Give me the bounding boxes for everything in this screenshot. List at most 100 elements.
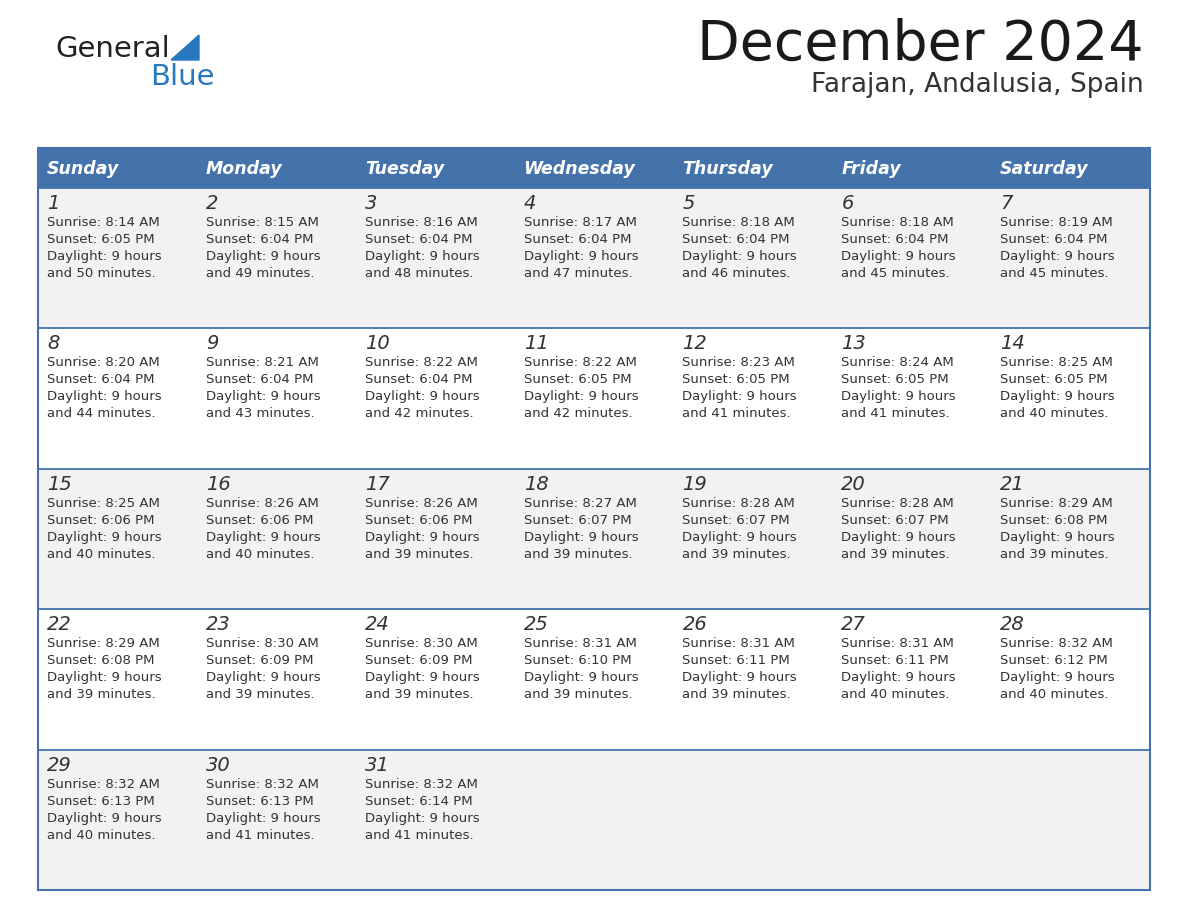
Bar: [197, 610, 355, 750]
Text: Sunset: 6:06 PM: Sunset: 6:06 PM: [206, 514, 314, 527]
Text: Sunset: 6:08 PM: Sunset: 6:08 PM: [48, 655, 154, 667]
Text: and 40 minutes.: and 40 minutes.: [1000, 408, 1108, 420]
Bar: [38, 610, 197, 750]
Text: Sunrise: 8:23 AM: Sunrise: 8:23 AM: [682, 356, 795, 369]
Text: and 39 minutes.: and 39 minutes.: [365, 548, 473, 561]
Text: 9: 9: [206, 334, 219, 353]
Bar: [833, 610, 991, 750]
Text: Daylight: 9 hours: Daylight: 9 hours: [841, 250, 956, 263]
Text: Sunset: 6:05 PM: Sunset: 6:05 PM: [48, 233, 154, 246]
Text: 31: 31: [365, 756, 390, 775]
Bar: [833, 469, 991, 610]
Bar: [38, 148, 1150, 890]
Text: Blue: Blue: [150, 63, 215, 91]
Text: Sunset: 6:08 PM: Sunset: 6:08 PM: [1000, 514, 1107, 527]
Text: Sunset: 6:04 PM: Sunset: 6:04 PM: [206, 374, 314, 386]
Bar: [514, 148, 674, 188]
Text: and 39 minutes.: and 39 minutes.: [206, 688, 315, 701]
Text: Daylight: 9 hours: Daylight: 9 hours: [841, 390, 956, 403]
Text: Daylight: 9 hours: Daylight: 9 hours: [48, 671, 162, 684]
Bar: [197, 329, 355, 469]
Text: and 41 minutes.: and 41 minutes.: [682, 408, 791, 420]
Text: Daylight: 9 hours: Daylight: 9 hours: [524, 531, 638, 543]
Text: Daylight: 9 hours: Daylight: 9 hours: [524, 250, 638, 263]
Text: Daylight: 9 hours: Daylight: 9 hours: [1000, 671, 1114, 684]
Text: Sunset: 6:13 PM: Sunset: 6:13 PM: [48, 795, 154, 808]
Text: Sunrise: 8:32 AM: Sunrise: 8:32 AM: [1000, 637, 1113, 650]
Bar: [991, 610, 1150, 750]
Text: 25: 25: [524, 615, 549, 634]
Bar: [355, 610, 514, 750]
Text: Sunrise: 8:18 AM: Sunrise: 8:18 AM: [682, 216, 795, 229]
Text: and 40 minutes.: and 40 minutes.: [1000, 688, 1108, 701]
Text: 15: 15: [48, 475, 71, 494]
Text: Sunrise: 8:14 AM: Sunrise: 8:14 AM: [48, 216, 159, 229]
Text: and 49 minutes.: and 49 minutes.: [206, 267, 315, 280]
Text: 27: 27: [841, 615, 866, 634]
Text: Sunset: 6:05 PM: Sunset: 6:05 PM: [524, 374, 631, 386]
Text: Sunrise: 8:21 AM: Sunrise: 8:21 AM: [206, 356, 318, 369]
Bar: [355, 469, 514, 610]
Text: Sunrise: 8:26 AM: Sunrise: 8:26 AM: [365, 497, 478, 509]
Text: 7: 7: [1000, 194, 1012, 213]
Text: Daylight: 9 hours: Daylight: 9 hours: [206, 812, 321, 824]
Text: Sunrise: 8:30 AM: Sunrise: 8:30 AM: [206, 637, 318, 650]
Text: and 40 minutes.: and 40 minutes.: [48, 548, 156, 561]
Bar: [674, 329, 833, 469]
Text: 5: 5: [682, 194, 695, 213]
Text: 21: 21: [1000, 475, 1025, 494]
Bar: [514, 750, 674, 890]
Bar: [833, 188, 991, 329]
Text: Daylight: 9 hours: Daylight: 9 hours: [524, 671, 638, 684]
Text: Daylight: 9 hours: Daylight: 9 hours: [1000, 390, 1114, 403]
Bar: [355, 188, 514, 329]
Bar: [514, 329, 674, 469]
Text: Daylight: 9 hours: Daylight: 9 hours: [48, 531, 162, 543]
Text: Sunset: 6:06 PM: Sunset: 6:06 PM: [48, 514, 154, 527]
Text: Daylight: 9 hours: Daylight: 9 hours: [365, 390, 479, 403]
Text: Daylight: 9 hours: Daylight: 9 hours: [365, 671, 479, 684]
Text: Daylight: 9 hours: Daylight: 9 hours: [841, 531, 956, 543]
Text: Daylight: 9 hours: Daylight: 9 hours: [365, 250, 479, 263]
Text: Sunrise: 8:30 AM: Sunrise: 8:30 AM: [365, 637, 478, 650]
Text: and 44 minutes.: and 44 minutes.: [48, 408, 156, 420]
Bar: [197, 188, 355, 329]
Bar: [197, 469, 355, 610]
Text: Daylight: 9 hours: Daylight: 9 hours: [48, 812, 162, 824]
Bar: [514, 469, 674, 610]
Text: 11: 11: [524, 334, 549, 353]
Text: Sunrise: 8:31 AM: Sunrise: 8:31 AM: [682, 637, 795, 650]
Text: 8: 8: [48, 334, 59, 353]
Bar: [355, 148, 514, 188]
Text: 26: 26: [682, 615, 707, 634]
Text: Monday: Monday: [206, 160, 283, 178]
Text: Sunset: 6:05 PM: Sunset: 6:05 PM: [1000, 374, 1107, 386]
Text: and 40 minutes.: and 40 minutes.: [206, 548, 315, 561]
Text: Sunrise: 8:31 AM: Sunrise: 8:31 AM: [841, 637, 954, 650]
Text: Sunset: 6:11 PM: Sunset: 6:11 PM: [841, 655, 949, 667]
Text: 16: 16: [206, 475, 230, 494]
Text: Sunset: 6:06 PM: Sunset: 6:06 PM: [365, 514, 472, 527]
Text: Sunset: 6:04 PM: Sunset: 6:04 PM: [1000, 233, 1107, 246]
Text: Sunset: 6:07 PM: Sunset: 6:07 PM: [524, 514, 631, 527]
Text: and 41 minutes.: and 41 minutes.: [365, 829, 473, 842]
Text: Daylight: 9 hours: Daylight: 9 hours: [682, 531, 797, 543]
Text: December 2024: December 2024: [697, 18, 1144, 72]
Text: 1: 1: [48, 194, 59, 213]
Bar: [991, 469, 1150, 610]
Text: Daylight: 9 hours: Daylight: 9 hours: [365, 812, 479, 824]
Bar: [38, 148, 197, 188]
Text: Daylight: 9 hours: Daylight: 9 hours: [1000, 531, 1114, 543]
Text: Daylight: 9 hours: Daylight: 9 hours: [682, 671, 797, 684]
Bar: [674, 148, 833, 188]
Text: Sunset: 6:14 PM: Sunset: 6:14 PM: [365, 795, 473, 808]
Text: Sunrise: 8:20 AM: Sunrise: 8:20 AM: [48, 356, 159, 369]
Text: and 45 minutes.: and 45 minutes.: [841, 267, 950, 280]
Text: 19: 19: [682, 475, 707, 494]
Bar: [674, 610, 833, 750]
Bar: [991, 188, 1150, 329]
Text: Daylight: 9 hours: Daylight: 9 hours: [206, 531, 321, 543]
Text: Daylight: 9 hours: Daylight: 9 hours: [1000, 250, 1114, 263]
Text: Sunset: 6:04 PM: Sunset: 6:04 PM: [524, 233, 631, 246]
Text: Daylight: 9 hours: Daylight: 9 hours: [48, 390, 162, 403]
